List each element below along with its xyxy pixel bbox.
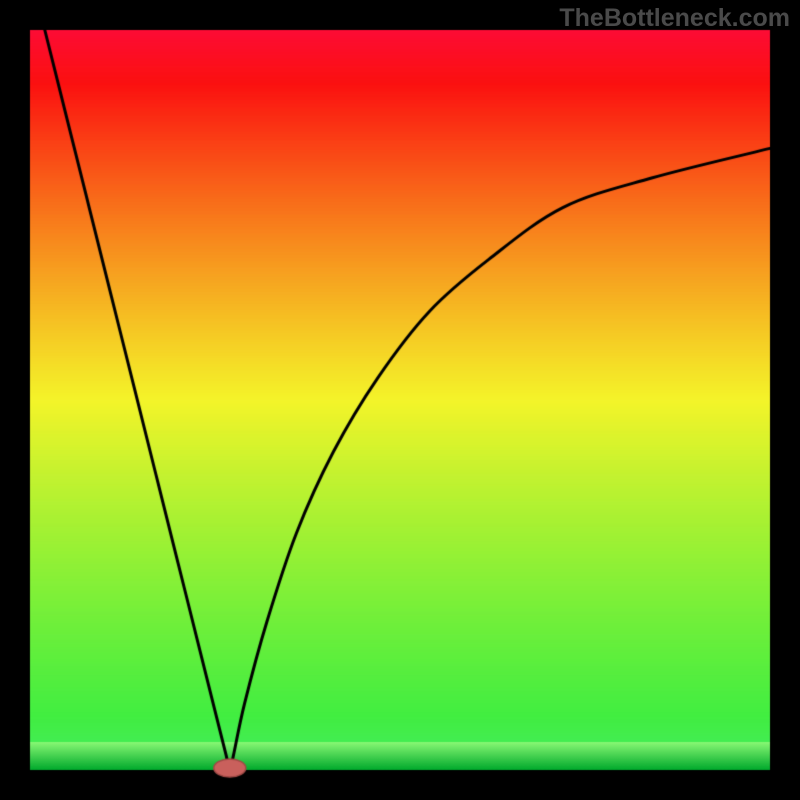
bottleneck-chart: TheBottleneck.com bbox=[0, 0, 800, 800]
watermark-text: TheBottleneck.com bbox=[559, 4, 790, 33]
chart-canvas bbox=[0, 0, 800, 800]
